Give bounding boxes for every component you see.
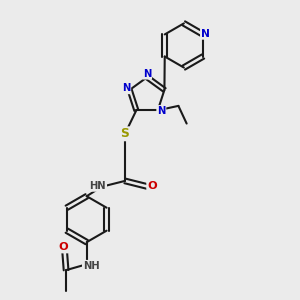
Text: N: N: [201, 29, 210, 39]
Text: N: N: [157, 106, 166, 116]
Text: N: N: [122, 83, 130, 93]
Text: N: N: [143, 69, 151, 79]
Text: S: S: [121, 127, 129, 140]
Text: O: O: [147, 181, 157, 191]
Text: O: O: [58, 242, 68, 253]
Text: HN: HN: [90, 181, 106, 191]
Text: NH: NH: [83, 261, 99, 271]
